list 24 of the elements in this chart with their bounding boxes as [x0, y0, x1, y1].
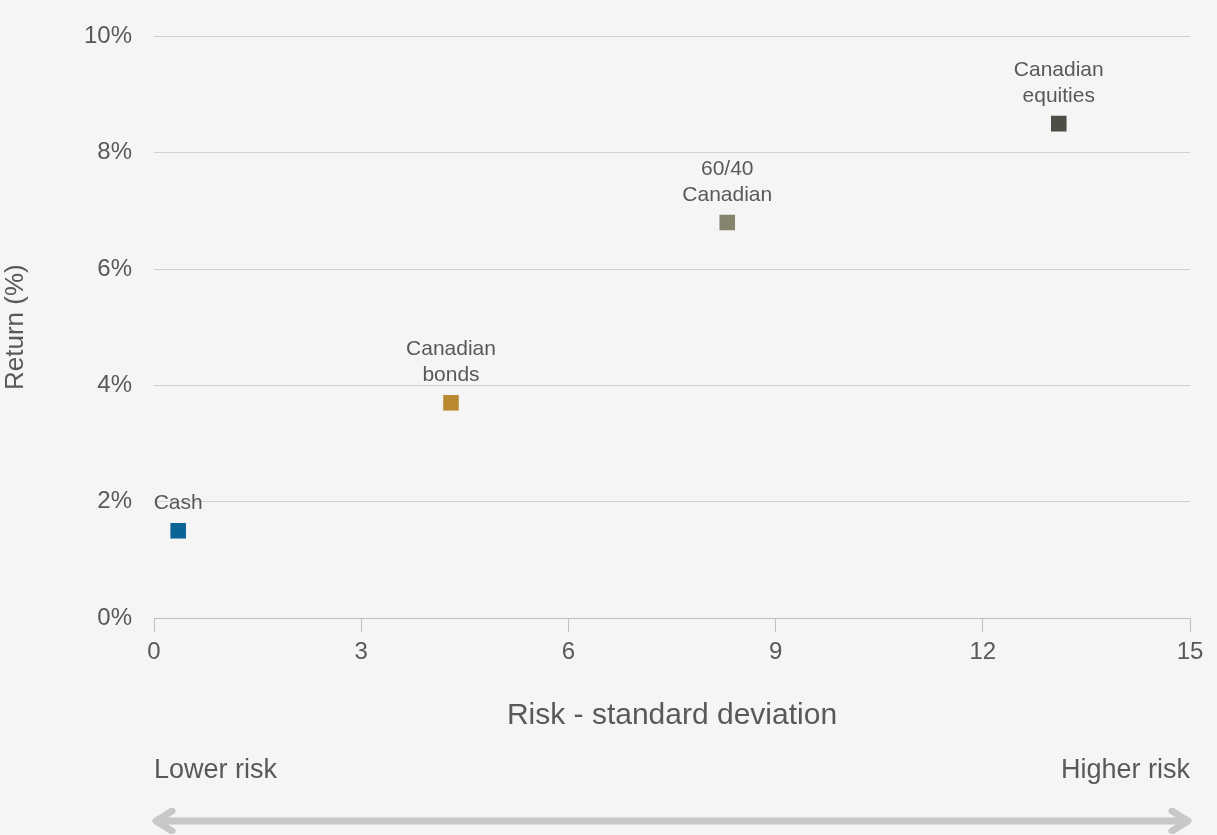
point	[170, 522, 186, 539]
y-tick-label: 0%	[97, 602, 132, 630]
point	[443, 395, 459, 411]
text: Lower risk	[154, 754, 278, 784]
y-axis-title: Return (%)	[0, 264, 29, 391]
y-tick-label: 4%	[97, 369, 132, 397]
point	[719, 214, 736, 231]
x-tick-label: 12	[969, 637, 997, 665]
point	[1050, 115, 1067, 132]
x-tick-label: 3	[354, 637, 368, 665]
series-label: 60/40 Canadian	[682, 155, 773, 205]
x-tick-label: 15	[1176, 637, 1204, 665]
series-label: Canadian bonds	[406, 335, 496, 385]
y-tick-label: 6%	[97, 253, 132, 281]
x-tick-label: 0	[147, 637, 161, 665]
series-label: Cash	[153, 489, 203, 513]
y-tick-label: 10%	[83, 21, 132, 49]
x-axis-title: Risk - standard deviation	[506, 697, 838, 731]
x-tick-label: 9	[768, 637, 783, 665]
text: Higher risk	[1060, 754, 1191, 784]
y-tick-label: 2%	[97, 486, 132, 514]
series-label: Canadian equities	[1013, 56, 1104, 106]
x-tick-label: 6	[561, 637, 576, 665]
y-tick-label: 8%	[97, 137, 132, 165]
